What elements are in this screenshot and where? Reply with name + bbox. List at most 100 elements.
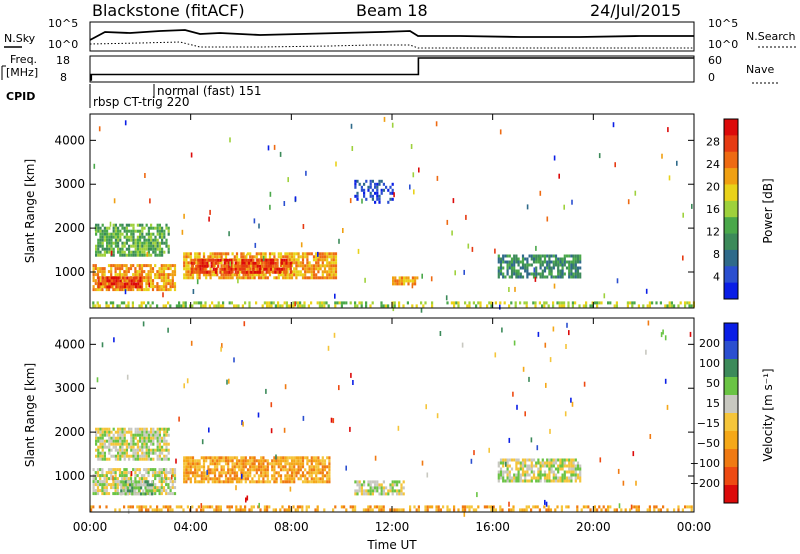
- data-cell: [296, 508, 299, 512]
- data-cell: [117, 279, 120, 283]
- data-cell: [515, 260, 518, 264]
- colorbar-segment: [724, 282, 738, 300]
- data-cell: [398, 489, 401, 493]
- data-cell: [332, 273, 335, 277]
- data-cell: [252, 261, 255, 265]
- data-cell: [526, 470, 529, 474]
- data-cell: [152, 430, 155, 434]
- data-cell: [376, 182, 379, 186]
- data-cell: [550, 458, 553, 462]
- speckle-cell: [265, 388, 267, 394]
- data-cell: [235, 258, 239, 262]
- data-cell: [323, 468, 327, 472]
- data-cell: [140, 276, 144, 280]
- data-cell: [114, 238, 117, 242]
- data-cell: [101, 439, 104, 443]
- data-cell: [258, 258, 262, 262]
- data-cell: [200, 456, 203, 460]
- speckle-cell: [374, 455, 377, 461]
- data-cell: [274, 508, 277, 512]
- data-cell: [245, 261, 248, 265]
- data-cell: [559, 257, 562, 261]
- data-cell: [165, 468, 168, 472]
- data-cell: [125, 238, 128, 242]
- data-cell: [121, 433, 124, 437]
- data-cell: [189, 276, 192, 280]
- data-cell: [156, 454, 159, 458]
- data-cell: [114, 241, 117, 245]
- data-cell: [490, 508, 493, 512]
- data-cell: [304, 474, 307, 478]
- speckle-cell: [349, 426, 351, 432]
- data-cell: [376, 480, 379, 484]
- y-tick-label: 2000: [54, 221, 85, 235]
- data-cell: [114, 448, 117, 452]
- data-cell: [552, 301, 555, 305]
- data-cell: [497, 257, 500, 261]
- data-cell: [268, 252, 272, 256]
- data-cell: [139, 448, 142, 452]
- data-cell: [178, 304, 181, 308]
- data-cell: [173, 492, 177, 496]
- data-cell: [234, 261, 237, 265]
- data-cell: [110, 285, 113, 289]
- data-cell: [224, 456, 228, 460]
- data-cell: [282, 276, 285, 280]
- data-cell: [312, 255, 316, 259]
- data-cell: [139, 439, 142, 443]
- data-cell: [550, 467, 553, 471]
- data-cell: [525, 508, 528, 512]
- data-cell: [295, 471, 298, 475]
- data-cell: [576, 272, 580, 276]
- data-cell: [163, 430, 166, 434]
- data-cell: [235, 459, 239, 463]
- data-cell: [231, 258, 234, 262]
- data-cell: [589, 304, 592, 308]
- data-cell: [589, 508, 592, 512]
- data-cell: [171, 282, 174, 286]
- data-cell: [134, 471, 137, 475]
- data-cell: [513, 272, 516, 276]
- data-cell: [330, 252, 333, 256]
- data-cell: [398, 304, 401, 308]
- data-cell: [160, 270, 163, 274]
- data-cell: [345, 301, 348, 305]
- data-cell: [161, 232, 164, 236]
- data-cell: [233, 273, 236, 277]
- data-cell: [140, 285, 144, 289]
- data-cell: [532, 470, 536, 474]
- data-cell: [132, 433, 135, 437]
- colorbar-tick-label: 24: [706, 158, 720, 171]
- data-cell: [607, 508, 610, 512]
- data-cell: [110, 486, 113, 490]
- data-cell: [506, 473, 509, 477]
- data-cell: [253, 462, 256, 466]
- data-cell: [293, 252, 296, 256]
- speckle-cell: [164, 473, 166, 479]
- data-cell: [160, 471, 163, 475]
- data-cell: [387, 200, 390, 204]
- data-cell: [332, 276, 335, 280]
- data-cell: [216, 270, 219, 274]
- data-cell: [119, 235, 122, 239]
- data-cell: [145, 445, 148, 449]
- data-cell: [557, 263, 560, 267]
- data-cell: [201, 270, 204, 274]
- data-cell: [286, 462, 289, 466]
- data-cell: [326, 477, 329, 481]
- data-cell: [130, 439, 133, 443]
- data-cell: [141, 253, 144, 257]
- data-cell: [572, 458, 575, 462]
- data-cell: [524, 464, 527, 468]
- data-cell: [141, 226, 144, 230]
- data-cell: [270, 304, 273, 308]
- data-cell: [138, 273, 141, 277]
- data-cell: [633, 505, 636, 509]
- data-cell: [417, 508, 420, 512]
- data-cell: [499, 458, 503, 462]
- data-cell: [118, 480, 122, 484]
- data-cell: [94, 304, 97, 308]
- speckle-cell: [245, 497, 247, 503]
- data-cell: [304, 480, 307, 484]
